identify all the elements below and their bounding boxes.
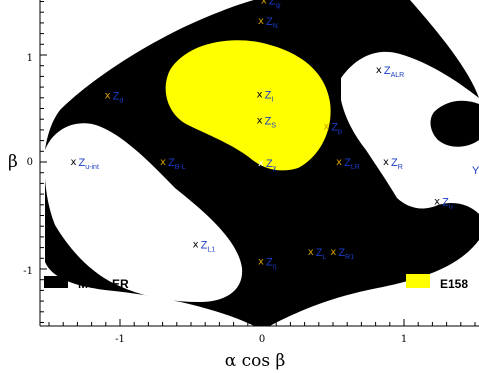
y-axis-title: β (8, 152, 18, 172)
model-point-z-ψ: x Zψ (261, 0, 281, 9)
point-marker: x (160, 157, 166, 168)
tick-marks (40, 0, 476, 326)
point-marker: x (105, 91, 111, 102)
point-marker: x (376, 65, 382, 76)
moller-island-right (430, 100, 479, 147)
point-marker: x (193, 239, 199, 250)
point-marker: x (258, 257, 264, 268)
model-point-z-L1: x ZL1 (193, 239, 216, 253)
legend-swatch-e158 (406, 274, 430, 288)
model-point-z-d: x Zd (105, 91, 124, 105)
model-point-z-p: x Zp (323, 122, 342, 136)
allowed-region-upper-right (341, 51, 479, 214)
point-marker: x (257, 115, 263, 126)
x-tick-label-1: 1 (401, 334, 407, 345)
y-tick-label-1: 1 (27, 53, 33, 64)
point-label: ZLR (344, 157, 360, 171)
point-label: ZL1 (201, 239, 216, 253)
y-tick-label-0: 0 (27, 157, 33, 168)
point-marker: x (258, 16, 264, 27)
e158-region (165, 40, 331, 171)
model-point-z-LR: x ZLR (336, 157, 360, 171)
model-point-z-η: x Zη (258, 257, 277, 271)
point-label: ZB-L (168, 157, 186, 171)
point-label: ZL (316, 247, 327, 261)
edge-model-label: Y (472, 165, 479, 177)
point-label: Zψ (269, 0, 281, 9)
point-marker: x (308, 247, 314, 258)
point-label: ZALR (384, 65, 404, 79)
model-point-z-u-int: x Zu-int (71, 157, 99, 171)
legend-label-e158: E158 (440, 277, 468, 291)
y-tick-label-neg1: -1 (23, 266, 33, 277)
mass-annotation: MZ' = 1.2 TeV (52, 37, 123, 53)
legend-swatch-moller (44, 276, 68, 288)
model-point-z-I: x ZI (257, 90, 274, 104)
point-label: ZR1 (338, 247, 354, 261)
point-marker: x (434, 197, 440, 208)
point-marker: x (330, 247, 336, 258)
model-point-z-B-L: x ZB-L (160, 157, 186, 171)
model-point-z-u: x Zu (434, 197, 453, 211)
point-label: Zp (331, 122, 342, 136)
x-tick-label-neg1: -1 (115, 334, 125, 345)
point-label: ZS (265, 115, 277, 129)
model-point-z-L: x ZL (308, 247, 327, 261)
point-marker: x (336, 157, 342, 168)
point-marker: x (258, 158, 264, 169)
point-marker: x (323, 122, 329, 133)
mass-annotation-symbol: M (52, 37, 62, 51)
x-tick-label-0: 0 (259, 334, 265, 345)
point-label: Zη (266, 257, 277, 271)
point-label: ZR (391, 157, 403, 171)
model-point-z-χ: x Zχ (258, 158, 277, 172)
model-point-z-R1: x ZR1 (330, 247, 354, 261)
point-label: Zχ (266, 158, 277, 172)
point-label: Zu-int (79, 157, 99, 171)
point-label: Zu (442, 197, 453, 211)
model-point-z-S: x ZS (257, 115, 277, 129)
point-label: ZI (265, 90, 274, 104)
point-label: ZN (266, 16, 278, 30)
point-marker: x (383, 157, 389, 168)
point-marker: x (71, 157, 77, 168)
mass-annotation-sub: Z' (62, 44, 69, 53)
model-point-z-N: x ZN (258, 16, 278, 30)
allowed-region-lower-left (44, 123, 243, 303)
model-point-z-ALR: x ZALR (376, 65, 404, 79)
legend-label-moller: MOLLER (78, 277, 129, 291)
mass-annotation-value: = 1.2 TeV (72, 37, 123, 51)
point-marker: x (257, 90, 263, 101)
model-point-z-R: x ZR (383, 157, 403, 171)
point-marker: x (261, 0, 267, 6)
x-axis-title: α cos β (225, 351, 286, 371)
point-label: Zd (113, 91, 124, 105)
